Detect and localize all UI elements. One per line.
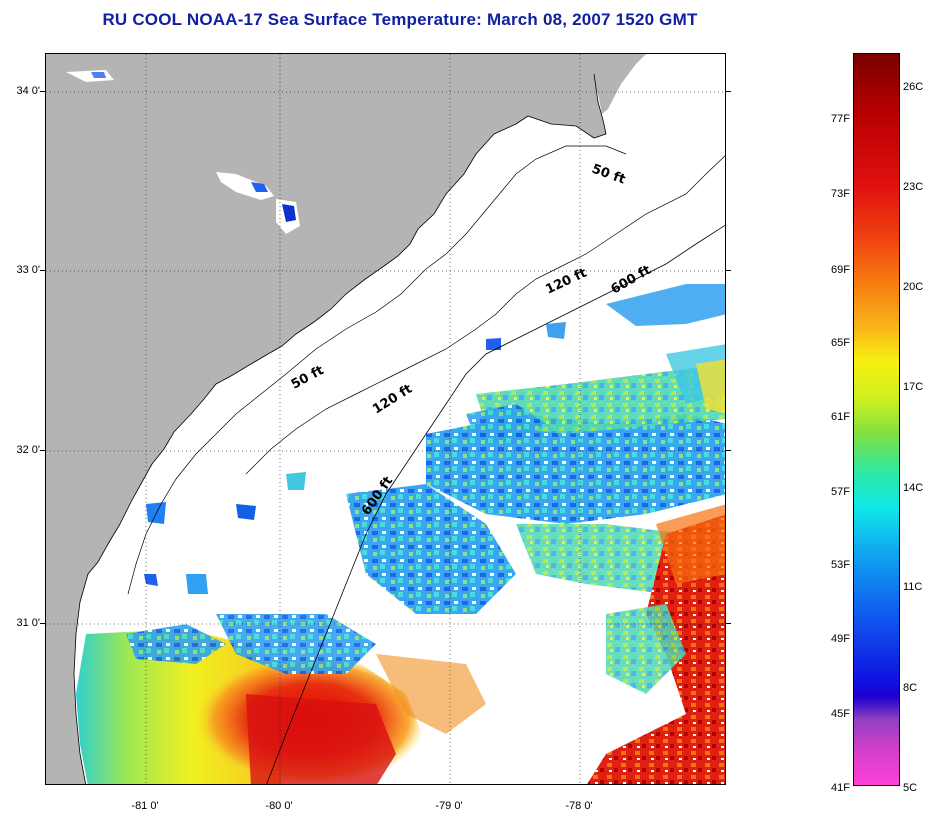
colorbar-f-69: 69F	[831, 264, 850, 276]
lon-label-79: -79 0'	[435, 800, 463, 812]
contour-label-600ft-north: 600 ft	[609, 263, 654, 298]
contour-label-50ft-north: 50 ft	[590, 162, 628, 188]
colorbar-c-20: 20C	[903, 281, 924, 293]
lat-label-31: 31 0'	[16, 617, 40, 629]
lon-label-81: -81 0'	[131, 800, 159, 812]
colorbar-f-61: 61F	[831, 411, 850, 423]
map-canvas: 50 ft 120 ft 600 ft 50 ft 120 ft 600 ft	[46, 54, 725, 784]
lon-label-80: -80 0'	[265, 800, 293, 812]
colorbar-c-17: 17C	[903, 381, 924, 393]
contour-50ft	[127, 145, 627, 595]
colorbar-f-73: 73F	[831, 188, 850, 200]
lon-label-78: -78 0'	[565, 800, 593, 812]
lat-label-33: 33 0'	[16, 264, 40, 276]
lat-label-32: 32 0'	[16, 444, 40, 456]
temperature-colorbar	[853, 53, 900, 786]
sst-map[interactable]: 50 ft 120 ft 600 ft 50 ft 120 ft 600 ft	[45, 53, 726, 785]
colorbar-f-45: 45F	[831, 708, 850, 720]
contour-120ft	[245, 155, 725, 475]
colorbar-c-5: 5C	[903, 782, 918, 794]
lat-label-34: 34 0'	[16, 85, 40, 97]
colorbar-c-11: 11C	[903, 581, 923, 593]
contour-600ft	[266, 224, 725, 784]
contour-label-120ft-south: 120 ft	[370, 382, 415, 418]
colorbar-c-8: 8C	[903, 682, 918, 694]
colorbar-f-77: 77F	[831, 113, 850, 125]
colorbar-f-41: 41F	[831, 782, 850, 794]
map-title: RU COOL NOAA-17 Sea Surface Temperature:…	[102, 10, 698, 29]
colorbar-f-57: 57F	[831, 486, 850, 498]
contour-label-120ft-north: 120 ft	[543, 266, 589, 298]
colorbar-f-49: 49F	[831, 633, 850, 645]
colorbar-c-14: 14C	[903, 482, 924, 494]
land-area	[46, 54, 606, 784]
colorbar-c-23: 23C	[903, 181, 924, 193]
coastline	[73, 73, 607, 784]
contour-label-50ft-south: 50 ft	[289, 363, 327, 392]
colorbar-f-65: 65F	[831, 337, 850, 349]
colorbar-c-26: 26C	[903, 81, 924, 93]
colorbar-f-53: 53F	[831, 559, 850, 571]
